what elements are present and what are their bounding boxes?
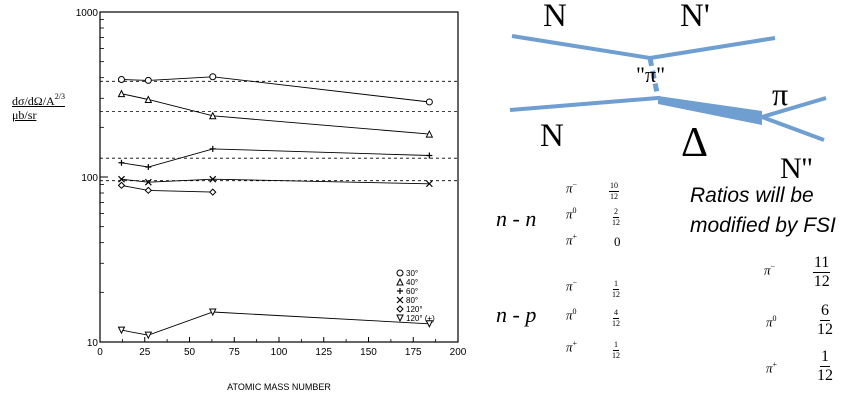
x-tick-label: 75 (229, 347, 241, 358)
x-tick-label: 25 (139, 347, 151, 358)
data-point (208, 111, 217, 120)
plot-frame (99, 11, 459, 343)
pion-out-line (761, 96, 827, 119)
nn-pi-minus: π− (566, 180, 578, 196)
y-axis-label-line2: μb/sr (12, 108, 37, 122)
data-point (208, 308, 217, 317)
legend-marker (396, 314, 404, 323)
y-axis-exponent: 2/3 (54, 92, 65, 101)
label-n-top-right: N' (680, 0, 710, 34)
fsi-note-line1: Ratios will be (690, 184, 814, 207)
data-point (209, 73, 217, 81)
data-point (118, 159, 125, 166)
delta-production-diagram: N N' "π" N Δ π N'' (509, 0, 827, 185)
np-pi-zero-ratio: 4 12 (612, 308, 620, 328)
data-point (144, 76, 152, 84)
delta-propagator (658, 96, 762, 125)
fsi-note-line2: modified by FSI (690, 214, 836, 237)
data-point (425, 180, 433, 188)
label-n-top-left: N (543, 0, 567, 34)
y-tick-label: 10 (87, 338, 99, 349)
series-line (121, 311, 430, 336)
x-tick-label: 125 (315, 347, 332, 358)
x-tick-label: 50 (184, 347, 196, 358)
data-point (144, 331, 153, 340)
nucleon-line-top (511, 34, 651, 60)
np-label: n - p (496, 302, 537, 327)
series-line (121, 93, 430, 135)
x-tick-label: 100 (271, 347, 288, 358)
label-n-out: N'' (780, 152, 812, 185)
np-pi-minus-ratio: 1 12 (612, 279, 620, 299)
fsi-pi-zero-ratio: 6 12 (817, 302, 833, 338)
y-tick-label: 1000 (76, 8, 99, 19)
legend-entry: 120° (+) (406, 314, 435, 323)
np-pi-plus: π+ (566, 339, 578, 355)
fsi-pi-plus-ratio: 1 12 (817, 348, 833, 384)
nn-pi-zero-ratio: 2 12 (612, 207, 620, 227)
label-pi-out: π (772, 76, 788, 112)
data-point (117, 181, 126, 190)
data-point (425, 129, 434, 138)
data-point (209, 188, 217, 196)
nucleon-line-bottom (509, 96, 659, 112)
data-point (144, 178, 152, 186)
legend-marker (396, 277, 404, 286)
nn-pi-zero: π0 (566, 206, 577, 222)
x-tick-label: 150 (360, 347, 377, 358)
series-line (121, 76, 430, 103)
data-point (426, 152, 433, 159)
data-point (425, 98, 433, 106)
nucleon-out-line (761, 115, 825, 142)
data-point (425, 320, 434, 328)
nn-label: n - n (496, 206, 537, 231)
x-tick-label: 175 (405, 347, 422, 358)
np-pi-plus-ratio: 1 12 (612, 340, 620, 360)
data-point (117, 75, 125, 83)
x-tick-label: 0 (97, 347, 103, 358)
data-point (117, 89, 126, 98)
legend-entry: 120° (406, 305, 423, 314)
series-line (121, 148, 430, 168)
data-point (144, 186, 153, 195)
label-delta: Δ (681, 120, 708, 166)
legend-entry: 40° (406, 278, 418, 287)
fsi-pi-plus: π+ (766, 360, 778, 376)
label-pion-exchange: "π" (636, 62, 665, 87)
nn-pi-minus-ratio: 10 12 (609, 181, 619, 201)
legend-marker (396, 296, 404, 304)
data-point (144, 95, 153, 103)
legend-marker (396, 269, 404, 277)
nn-pi-plus-ratio: 0 (614, 234, 621, 249)
label-n-bottom: N (540, 118, 564, 154)
legend-marker (396, 305, 404, 313)
data-point (209, 145, 216, 152)
y-tick-label: 100 (81, 173, 98, 184)
np-pi-zero: π0 (566, 307, 577, 323)
data-point (117, 326, 126, 335)
fsi-pi-zero: π0 (766, 314, 777, 330)
fsi-pi-minus-ratio: 11 12 (813, 254, 831, 290)
legend-marker (397, 288, 403, 294)
np-pi-minus: π− (566, 278, 578, 294)
x-tick-label: 200 (450, 347, 467, 358)
series-line (121, 184, 213, 193)
legend-entry: 80° (406, 296, 418, 305)
data-point (118, 175, 125, 183)
y-axis-label-line1: dσ/dΩ/A2/3 (12, 92, 65, 108)
legend-entry: 60° (406, 287, 418, 296)
x-axis-label: ATOMIC MASS NUMBER (227, 382, 331, 392)
cross-section-plot: 0 25 50 75 100 125 150 175 200 10 100 1000 30°40°60… (76, 8, 467, 392)
nucleon-line-top-out (649, 36, 776, 60)
series-line (121, 178, 430, 185)
pion-exchange-line (647, 57, 661, 99)
data-point (209, 175, 217, 183)
data-point (145, 163, 152, 170)
fsi-pi-minus: π− (764, 262, 776, 278)
legend-entry: 30° (406, 269, 418, 278)
nn-pi-plus: π+ (566, 232, 578, 248)
